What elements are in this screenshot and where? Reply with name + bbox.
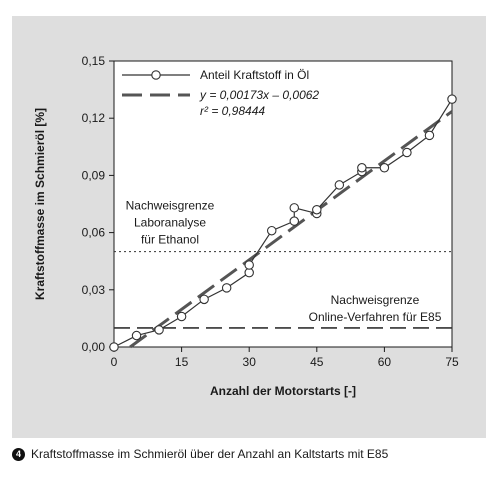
legend-label-measured: Anteil Kraftstoff in Öl — [200, 68, 309, 82]
data-point — [109, 342, 119, 352]
x-tick-label: 0 — [111, 355, 118, 369]
y-tick-label: 0,00 — [82, 340, 106, 354]
y-tick-label: 0,15 — [82, 54, 106, 68]
data-point — [424, 130, 435, 141]
data-point — [131, 330, 142, 341]
data-point — [176, 311, 187, 322]
x-tick-label: 30 — [243, 355, 257, 369]
reference-label-online: Nachweisgrenze — [331, 293, 420, 307]
data-series — [109, 94, 457, 352]
data-point — [334, 180, 345, 190]
reference-label-laboranalyse: Nachweisgrenze — [126, 199, 215, 213]
legend-label-regression: y = 0,00173x – 0,0062 — [199, 88, 319, 102]
data-point — [379, 163, 390, 173]
axes: 0 15 30 45 60 75 0,00 0,03 0,06 0,09 0,12 0,15 Anzah… — [33, 54, 459, 398]
y-axis-title: Kraftstoffmasse im Schmieröl [%] — [33, 108, 47, 300]
y-tick-label: 0,06 — [82, 226, 106, 240]
reference-label-laboranalyse: Laboranalyse — [134, 216, 206, 230]
caption-text: Kraftstoffmasse im Schmieröl über der An… — [31, 447, 389, 461]
data-point — [221, 283, 232, 293]
chart-panel: 0 15 30 45 60 75 0,00 0,03 0,06 0,09 0,12 0,15 Anzah… — [12, 16, 486, 438]
caption-number-badge: 4 — [12, 447, 25, 461]
legend-swatch-marker — [151, 70, 161, 80]
regression-line — [129, 110, 453, 349]
data-point — [266, 225, 277, 236]
x-tick-label: 15 — [175, 355, 189, 369]
data-point — [289, 203, 300, 213]
chart-svg: 0 15 30 45 60 75 0,00 0,03 0,06 0,09 0,12 0,15 Anzah… — [33, 54, 459, 398]
legend: Anteil Kraftstoff in Öl y = 0,00173x – 0,… — [122, 68, 319, 118]
data-point — [244, 260, 254, 270]
y-tick-label: 0,12 — [82, 111, 106, 125]
data-point — [357, 163, 367, 173]
x-tick-label: 60 — [378, 355, 392, 369]
reference-label-online: Online-Verfahren für E85 — [309, 310, 442, 324]
y-tick-label: 0,09 — [82, 168, 106, 182]
data-point — [312, 204, 322, 215]
plot-area — [113, 60, 453, 348]
data-point — [402, 147, 412, 158]
data-point — [289, 216, 300, 226]
data-point — [447, 94, 457, 104]
data-point — [154, 325, 164, 335]
figure-caption: 4 Kraftstoffmasse im Schmieröl über der … — [12, 446, 488, 462]
reference-lines: Nachweisgrenze Laboranalyse für Ethanol Nac… — [114, 199, 452, 329]
x-tick-label: 75 — [445, 355, 459, 369]
x-tick-label: 45 — [310, 355, 324, 369]
data-point — [199, 294, 209, 305]
reference-label-laboranalyse: für Ethanol — [141, 233, 199, 247]
legend-label-r2: r² = 0,98444 — [200, 104, 265, 118]
y-tick-label: 0,03 — [82, 283, 106, 297]
x-axis-title: Anzahl der Motorstarts [-] — [210, 384, 356, 398]
